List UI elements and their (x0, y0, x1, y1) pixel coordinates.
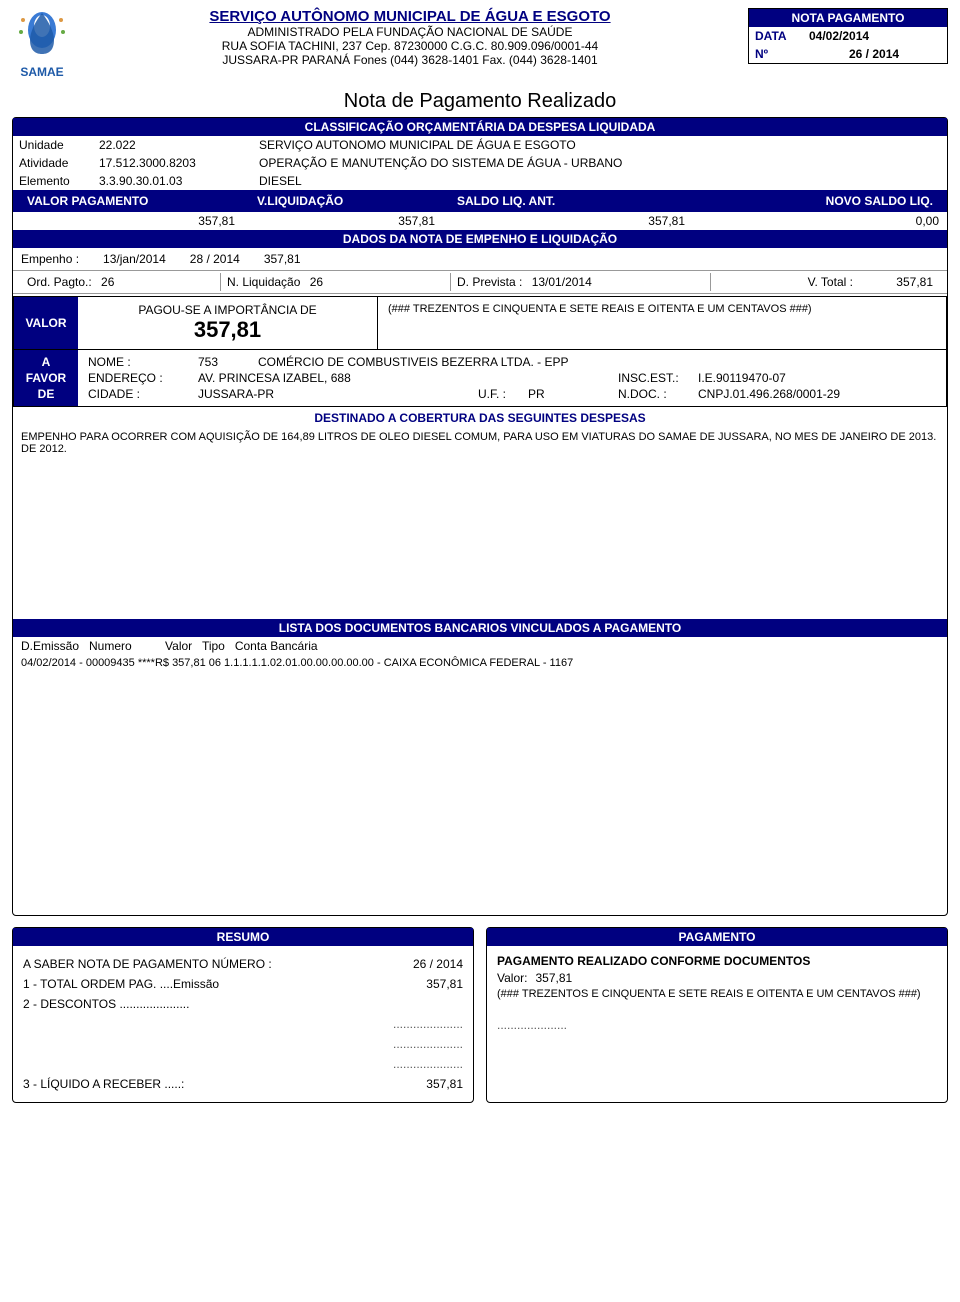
svg-text:SAMAE: SAMAE (20, 65, 63, 79)
classif-box: CLASSIFICAÇÃO ORÇAMENTÁRIA DA DESPESA LI… (12, 117, 948, 916)
liq-val: 26 (310, 275, 323, 289)
vtot-val: 357,81 (896, 275, 933, 289)
elemento-lbl: Elemento (19, 174, 99, 188)
unidade-cod: 22.022 (99, 138, 259, 152)
resumo-dots2: ..................... (393, 1037, 463, 1051)
dados-header: DADOS DA NOTA DE EMPENHO E LIQUIDAÇÃO (13, 230, 947, 248)
header-center: SERVIÇO AUTÔNOMO MUNICIPAL DE ÁGUA E ESG… (72, 8, 748, 67)
resumo-dots3: ..................... (393, 1057, 463, 1071)
empenho-data: 13/jan/2014 (103, 252, 166, 266)
unidade-lbl: Unidade (19, 138, 99, 152)
prev-lbl: D. Prevista : (457, 275, 522, 289)
nota-box: NOTA PAGAMENTO DATA 04/02/2014 Nº 26 / 2… (748, 8, 948, 64)
empenho-num: 28 / 2014 (190, 252, 240, 266)
descricao: EMPENHO PARA OCORRER COM AQUISIÇÃO DE 16… (13, 429, 947, 619)
pagamento-l1: PAGAMENTO REALIZADO CONFORME DOCUMENTOS (497, 954, 937, 968)
atividade-cod: 17.512.3000.8203 (99, 156, 259, 170)
resumo-l2-val: 357,81 (426, 977, 463, 991)
vh3: SALDO LIQ. ANT. (449, 192, 699, 210)
ndoc-val: CNPJ.01.496.268/0001-29 (698, 387, 840, 401)
lista-hdr: LISTA DOS DOCUMENTOS BANCARIOS VINCULADO… (13, 619, 947, 637)
bottom-section: RESUMO A SABER NOTA DE PAGAMENTO NÚMERO … (12, 924, 948, 1106)
valor-side: VALOR (14, 297, 78, 349)
vh1: VALOR PAGAMENTO (19, 192, 249, 210)
end-lbl: ENDEREÇO : (88, 371, 198, 385)
ord-lbl: Ord. Pagto.: (27, 275, 92, 289)
vh4: NOVO SALDO LIQ. (699, 192, 941, 210)
logo: SAMAE (12, 8, 72, 86)
vtot-lbl: V. Total : (808, 275, 853, 289)
lista-cols: D.Emissão Numero Valor Tipo Conta Bancár… (13, 637, 947, 655)
lista-row: 04/02/2014 - 00009435 ****R$ 357,81 06 1… (13, 655, 947, 915)
resumo-hdr: RESUMO (13, 928, 473, 946)
empenho-val: 357,81 (264, 252, 301, 266)
data-value: 04/02/2014 (809, 29, 869, 43)
vv4: 0,00 (693, 212, 947, 230)
resumo-col: RESUMO A SABER NOTA DE PAGAMENTO NÚMERO … (12, 927, 474, 1103)
resumo-l1-lbl: A SABER NOTA DE PAGAMENTO NÚMERO : (23, 957, 272, 971)
pagamento-l2-lbl: Valor: (497, 971, 527, 985)
empenho-lbl: Empenho : (21, 252, 79, 266)
favor-s2: FAVOR (26, 371, 66, 385)
vv3: 357,81 (443, 212, 693, 230)
resumo-dots1: ..................... (393, 1017, 463, 1031)
org-fone: JUSSARA-PR PARANÁ Fones (044) 3628-1401 … (72, 53, 748, 67)
classif-header: CLASSIFICAÇÃO ORÇAMENTÁRIA DA DESPESA LI… (13, 118, 947, 136)
valor-line1: PAGOU-SE A IMPORTÂNCIA DE (88, 303, 367, 317)
valor-ext: (### TREZENTOS E CINQUENTA E SETE REAIS … (378, 297, 946, 349)
empenho-row: Empenho : 13/jan/2014 28 / 2014 357,81 (13, 248, 947, 270)
unidade-desc: SERVIÇO AUTONOMO MUNICIPAL DE ÁGUA E ESG… (259, 138, 576, 152)
nome-lbl: NOME : (88, 355, 198, 369)
uf-val: PR (528, 387, 618, 401)
atividade-desc: OPERAÇÃO E MANUTENÇÃO DO SISTEMA DE ÁGUA… (259, 156, 622, 170)
ord-val: 26 (101, 275, 114, 289)
valores-header: VALOR PAGAMENTO V.LIQUIDAÇÃO SALDO LIQ. … (13, 190, 947, 212)
ndoc-lbl: N.DOC. : (618, 387, 698, 401)
insc-val: I.E.90119470-07 (698, 371, 786, 385)
nota-box-title: NOTA PAGAMENTO (749, 9, 947, 27)
pagamento-col: PAGAMENTO PAGAMENTO REALIZADO CONFORME D… (486, 927, 948, 1103)
pagamento-l2-val: 357,81 (535, 971, 572, 985)
valor-box: VALOR PAGOU-SE A IMPORTÂNCIA DE 357,81 (… (13, 296, 947, 350)
vv2: 357,81 (243, 212, 443, 230)
favor-s1: A (42, 355, 51, 369)
nome-cod: 753 (198, 355, 258, 369)
resumo-l1-val: 26 / 2014 (413, 957, 463, 971)
org-sub1: ADMINISTRADO PELA FUNDAÇÃO NACIONAL DE S… (72, 25, 748, 39)
elemento-desc: DIESEL (259, 174, 302, 188)
pagamento-hdr: PAGAMENTO (487, 928, 947, 946)
vh2: V.LIQUIDAÇÃO (249, 192, 449, 210)
prev-val: 13/01/2014 (532, 275, 592, 289)
elemento-cod: 3.3.90.30.01.03 (99, 174, 259, 188)
data-label: DATA (755, 29, 809, 43)
pagamento-dots: ..................... (497, 1018, 937, 1032)
uf-lbl: U.F. : (478, 387, 528, 401)
resumo-l4-lbl: 3 - LÍQUIDO A RECEBER .....: (23, 1077, 184, 1091)
liq-lbl: N. Liquidação (227, 275, 300, 289)
end-val: AV. PRINCESA IZABEL, 688 (198, 371, 618, 385)
insc-lbl: INSC.EST.: (618, 371, 698, 385)
org-addr: RUA SOFIA TACHINI, 237 Cep. 87230000 C.G… (72, 39, 748, 53)
num-label: Nº (755, 47, 809, 61)
vv1: 357,81 (13, 212, 243, 230)
pagamento-l3: (### TREZENTOS E CINQUENTA E SETE REAIS … (497, 988, 937, 1000)
nome-val: COMÉRCIO DE COMBUSTIVEIS BEZERRA LTDA. -… (258, 355, 569, 369)
atividade-lbl: Atividade (19, 156, 99, 170)
num-value: 26 / 2014 (849, 47, 899, 61)
valor-big: 357,81 (88, 317, 367, 343)
resumo-l4-val: 357,81 (426, 1077, 463, 1091)
org-title: SERVIÇO AUTÔNOMO MUNICIPAL DE ÁGUA E ESG… (72, 8, 748, 25)
valores-row: 357,81 357,81 357,81 0,00 (13, 212, 947, 230)
cid-val: JUSSARA-PR (198, 387, 478, 401)
header: SAMAE SERVIÇO AUTÔNOMO MUNICIPAL DE ÁGUA… (12, 8, 948, 86)
favor-box: A FAVOR DE NOME : 753 COMÉRCIO DE COMBUS… (13, 350, 947, 407)
cid-lbl: CIDADE : (88, 387, 198, 401)
page-title: Nota de Pagamento Realizado (12, 90, 948, 113)
page-root: SAMAE SERVIÇO AUTÔNOMO MUNICIPAL DE ÁGUA… (0, 0, 960, 1114)
resumo-l2-lbl: 1 - TOTAL ORDEM PAG. ....Emissão (23, 977, 219, 991)
ord-row: Ord. Pagto.: 26 N. Liquidação 26 D. Prev… (13, 270, 947, 294)
favor-s3: DE (38, 387, 55, 401)
resumo-l3-lbl: 2 - DESCONTOS ..................... (23, 997, 189, 1011)
destinado-hdr: DESTINADO A COBERTURA DAS SEGUINTES DESP… (13, 407, 947, 429)
